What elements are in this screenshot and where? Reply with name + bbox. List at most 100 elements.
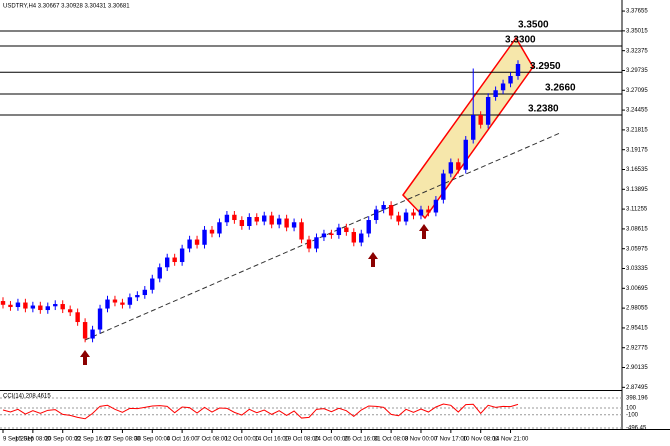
candle-body	[254, 217, 259, 222]
x-tick-label: 30 Sep 00:00	[134, 437, 170, 443]
x-tick-label: 12 Oct 00:00	[225, 437, 260, 443]
candle-body	[247, 217, 252, 227]
candle-body	[403, 212, 409, 222]
candle-body	[448, 162, 454, 174]
candle-body	[15, 302, 21, 308]
channel	[402, 36, 534, 220]
x-tick-label: 9 Sep 2016	[3, 437, 34, 443]
candle-body	[38, 305, 43, 311]
x-tick-label: 20 Sep 00:00	[45, 437, 81, 443]
candle-body	[45, 306, 50, 311]
level-label: 3.3300	[505, 35, 536, 46]
candle-body	[150, 278, 155, 290]
candle-body	[179, 248, 185, 263]
candle-body	[441, 173, 446, 200]
candle-body	[500, 83, 506, 91]
candle-body	[120, 302, 125, 305]
y-tick-label: 3.27095	[626, 88, 648, 94]
candle-body	[23, 302, 28, 309]
y-tick-label: 3.11255	[626, 207, 648, 213]
candle-body	[471, 114, 476, 140]
y-tick-label: 3.13895	[626, 187, 648, 193]
candle-body	[284, 218, 289, 228]
candle-body	[82, 322, 88, 339]
y-tick-label: 2.87495	[626, 385, 648, 391]
level-label: 3.2660	[545, 83, 576, 94]
y-tick-label: 3.21815	[626, 127, 648, 133]
candle-body	[478, 114, 483, 125]
candle-body	[433, 199, 439, 213]
candle-body	[411, 212, 416, 216]
candle-body	[463, 139, 468, 170]
candle-body	[426, 209, 431, 213]
candle-body	[202, 229, 207, 245]
x-tick-label: 15 Sep 08:00	[15, 437, 51, 443]
y-tick-label: 3.00695	[626, 286, 648, 292]
cci-line	[2, 403, 519, 420]
candle-body	[269, 215, 274, 225]
candle-body	[314, 237, 319, 249]
candle-body	[8, 304, 13, 308]
candle-body	[381, 205, 386, 210]
y-tick-label: 3.03335	[626, 266, 648, 272]
arrow	[368, 252, 378, 267]
candle-body	[299, 222, 304, 240]
candle-body	[366, 220, 371, 234]
candle-body	[485, 96, 491, 125]
y-tick-label: 3.37655	[626, 9, 648, 15]
x-tick-label: 10 Nov 08:00	[463, 437, 499, 443]
chart-title: USDTRY,H4 3.30667 3.30928 3.30431 3.3068…	[3, 4, 130, 10]
candle-body	[105, 299, 110, 309]
x-tick-label: 24 Oct 00:00	[314, 437, 349, 443]
candle-body	[418, 209, 424, 216]
candle-body	[224, 214, 230, 223]
x-tick-label: 19 Oct 08:00	[284, 437, 319, 443]
x-tick-label: 31 Oct 08:00	[374, 437, 409, 443]
candle-body	[321, 233, 327, 238]
y-tick-label: 3.24455	[626, 108, 648, 114]
candle-body	[329, 233, 334, 236]
candle-body	[30, 305, 36, 309]
candle-body	[53, 304, 58, 307]
arrow	[80, 350, 90, 365]
y-tick-label: 3.32375	[626, 48, 648, 54]
y-tick-label: 3.35015	[626, 28, 648, 34]
candle-body	[351, 232, 356, 243]
candle-body	[396, 215, 401, 222]
candle-body	[135, 295, 140, 298]
candle-body	[90, 329, 95, 339]
candle-body	[239, 220, 245, 227]
candle-body	[0, 301, 6, 305]
x-tick-label: 26 Oct 16:00	[344, 437, 379, 443]
y-tick-label: 3.08615	[626, 226, 648, 232]
candle-body	[508, 75, 513, 84]
candle-body	[165, 257, 170, 268]
x-tick-label: 22 Sep 16:00	[75, 437, 111, 443]
x-tick-label: 3 Nov 00:00	[405, 437, 438, 443]
candle-body	[112, 299, 118, 303]
indicator-title: CCI(14) 208.4615	[3, 394, 51, 400]
candle-body	[97, 308, 103, 330]
x-tick-label: 27 Sep 08:00	[105, 437, 141, 443]
level-label: 3.2380	[528, 104, 559, 115]
candle-body	[388, 205, 394, 216]
y-tick-label: 3.19175	[626, 147, 648, 153]
candle-body	[276, 218, 282, 225]
x-tick-label: 14 Oct 16:00	[255, 437, 290, 443]
candle-body	[67, 309, 73, 313]
candle-body	[157, 267, 162, 279]
candle-body	[187, 239, 192, 249]
candle-body	[493, 90, 498, 97]
x-tick-label: 7 Nov 17:00	[435, 437, 468, 443]
level-label: 3.2950	[530, 61, 561, 72]
ind-tick-label: -496.45	[626, 426, 647, 432]
candle-body	[194, 239, 200, 245]
ind-tick-label: -100	[626, 412, 639, 418]
y-tick-label: 2.90135	[626, 365, 648, 371]
ind-tick-label: 398.196	[626, 396, 648, 402]
y-tick-label: 3.16535	[626, 167, 648, 173]
y-tick-label: 3.05975	[626, 246, 648, 252]
